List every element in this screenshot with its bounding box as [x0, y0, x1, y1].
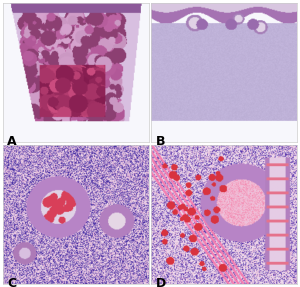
Text: D: D: [156, 277, 166, 287]
Text: C: C: [8, 277, 16, 287]
Text: A: A: [8, 135, 17, 148]
Text: B: B: [156, 135, 165, 148]
